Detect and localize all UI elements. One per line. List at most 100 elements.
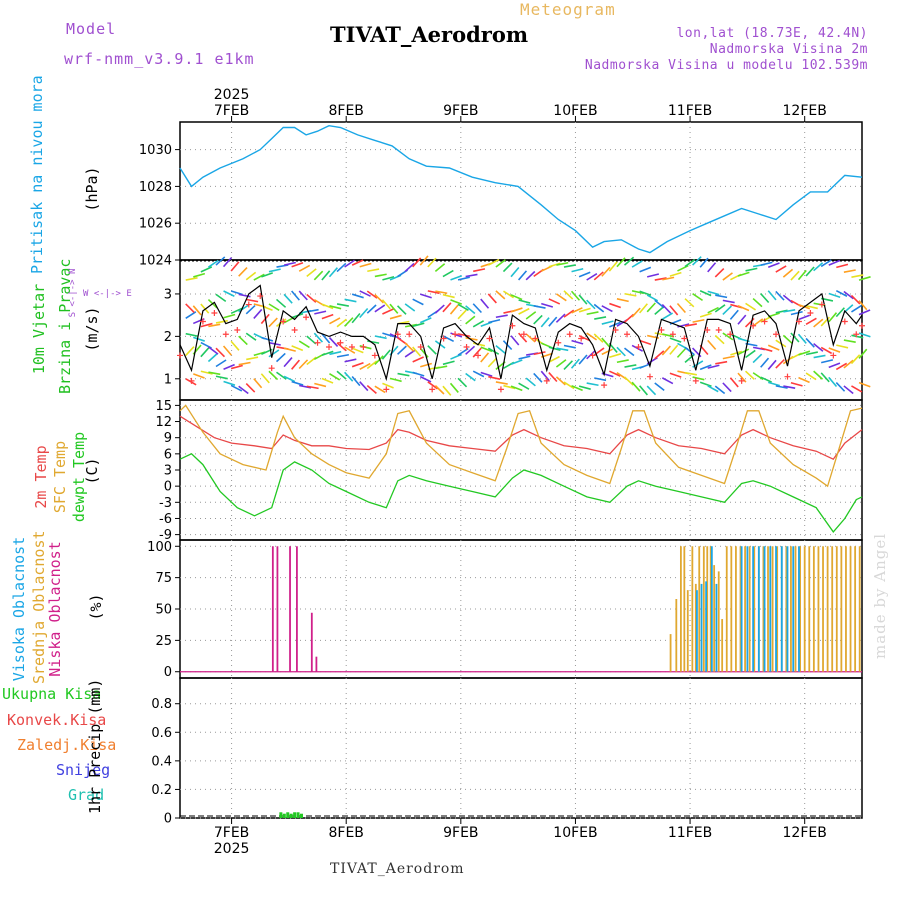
wind-barb [450,275,463,281]
wind-barb [797,269,807,281]
wind-compass-we: W <-|-> E [83,289,132,299]
wind-barb [669,271,682,277]
wind-barb [503,290,514,299]
wind-gust-marker [245,301,252,308]
wind-barb [692,256,702,266]
wind-barb [457,377,468,388]
wind-barb [336,370,347,380]
wind-barb [858,348,868,359]
wind-barb [457,303,469,312]
wind-barb [366,360,378,370]
y-tick-label: 6 [164,447,172,462]
wind-barb [556,347,569,352]
y-tick-label: 12 [155,415,172,430]
wind-barb [246,298,259,303]
wind-barb [540,370,550,381]
wind-barb [449,382,459,393]
wind-barb [828,259,841,266]
wind-barb [230,307,243,315]
wind-barb [420,362,433,368]
wind-barb [276,371,287,380]
wind-barb [820,259,832,268]
y-tick-label: 75 [155,571,172,586]
wind-barb [707,385,719,393]
wind-barb [306,293,317,303]
precip-bar [279,812,283,818]
y-tick-label: 100 [147,540,172,555]
model-name: wrf-nmm_v3.9.1 e1km [64,50,255,68]
y-tick-label: 0 [164,665,172,680]
temp2m-series-line [179,415,863,461]
y-tick-label: 1 [164,372,172,387]
page-title: TIVAT_Aerodrom [330,22,529,47]
wind-barb [593,271,604,281]
wind-barb [495,381,508,385]
wind-barb [692,376,705,381]
wind-barb [518,355,531,360]
wind-barb [639,339,652,346]
wind-gust-marker [715,327,722,333]
wind-barb [200,322,213,328]
wind-barb [381,349,391,360]
wind-gust-marker [383,386,390,393]
wind-barb [427,345,437,355]
wind-gust-marker [807,310,814,317]
wind-barb [631,381,641,392]
wind-barb [207,352,218,363]
wind-barb [835,362,848,371]
wind-barb [223,380,236,386]
wind-barb [374,355,384,365]
wind-barb [586,349,596,360]
wind-barb [495,259,506,268]
wind-barb [729,309,739,320]
wind-barb [238,304,250,313]
y-tick-label: 50 [155,603,172,618]
wind-barb [548,316,558,327]
y-tick-label: 15 [155,399,172,414]
wind-barb [707,339,717,350]
wind-gust-marker [612,327,619,333]
wind-barb [215,359,227,368]
wind-barb [359,262,372,268]
wind-gust-marker [646,373,653,380]
wind-barb [351,313,361,324]
y-tick-label: 0.6 [151,726,172,741]
wind-barb [238,361,251,366]
precip-snow-label: Snijeg [56,761,111,779]
wind-barb [336,318,347,328]
wind-barb [321,333,331,344]
wind-barb [570,358,580,369]
wind-barb [692,292,703,302]
wind-barb [193,336,205,342]
wind-barb [624,347,635,357]
wind-barb [419,347,429,358]
wind-barb [533,351,546,356]
wind-barb [435,290,448,295]
wind-gust-marker [520,331,527,338]
wind-barb [419,255,429,266]
wind-barb [351,375,361,387]
wind-barb [835,307,845,318]
wind-barb [230,290,243,296]
wind-barb [495,290,506,300]
wind-barb [359,307,369,319]
wind-barb [760,293,770,304]
wind-barb [646,385,657,396]
wind-barb [381,299,391,310]
meteogram-label: Meteogram [520,0,616,19]
precip-bar [293,812,297,818]
wind-barb [571,307,583,314]
wind-barb [245,332,257,341]
wind-barb [351,347,364,354]
wind-barb [639,303,648,314]
wind-barb [601,320,614,325]
wind-barb [185,311,197,319]
wind-gust-marker [371,352,378,359]
wind-barb [805,351,818,356]
wind-barb [336,303,349,307]
wind-barb [276,318,287,328]
wind-barb [563,309,575,318]
wind-barb [480,352,490,363]
wind-barb [684,298,695,308]
wind-barb [321,377,334,384]
